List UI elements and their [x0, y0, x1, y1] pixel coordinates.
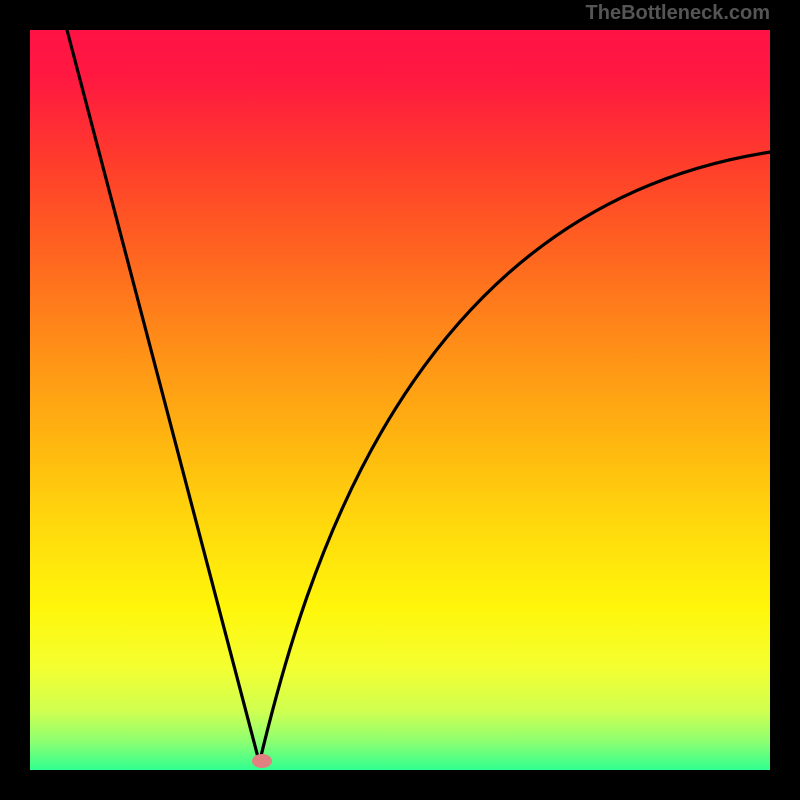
plot-area	[30, 30, 770, 770]
chart-container: TheBottleneck.com	[0, 0, 800, 800]
vertex-marker	[252, 754, 272, 768]
attribution-text: TheBottleneck.com	[586, 2, 770, 25]
bottleneck-curve	[67, 30, 770, 763]
curve-svg	[30, 30, 770, 770]
